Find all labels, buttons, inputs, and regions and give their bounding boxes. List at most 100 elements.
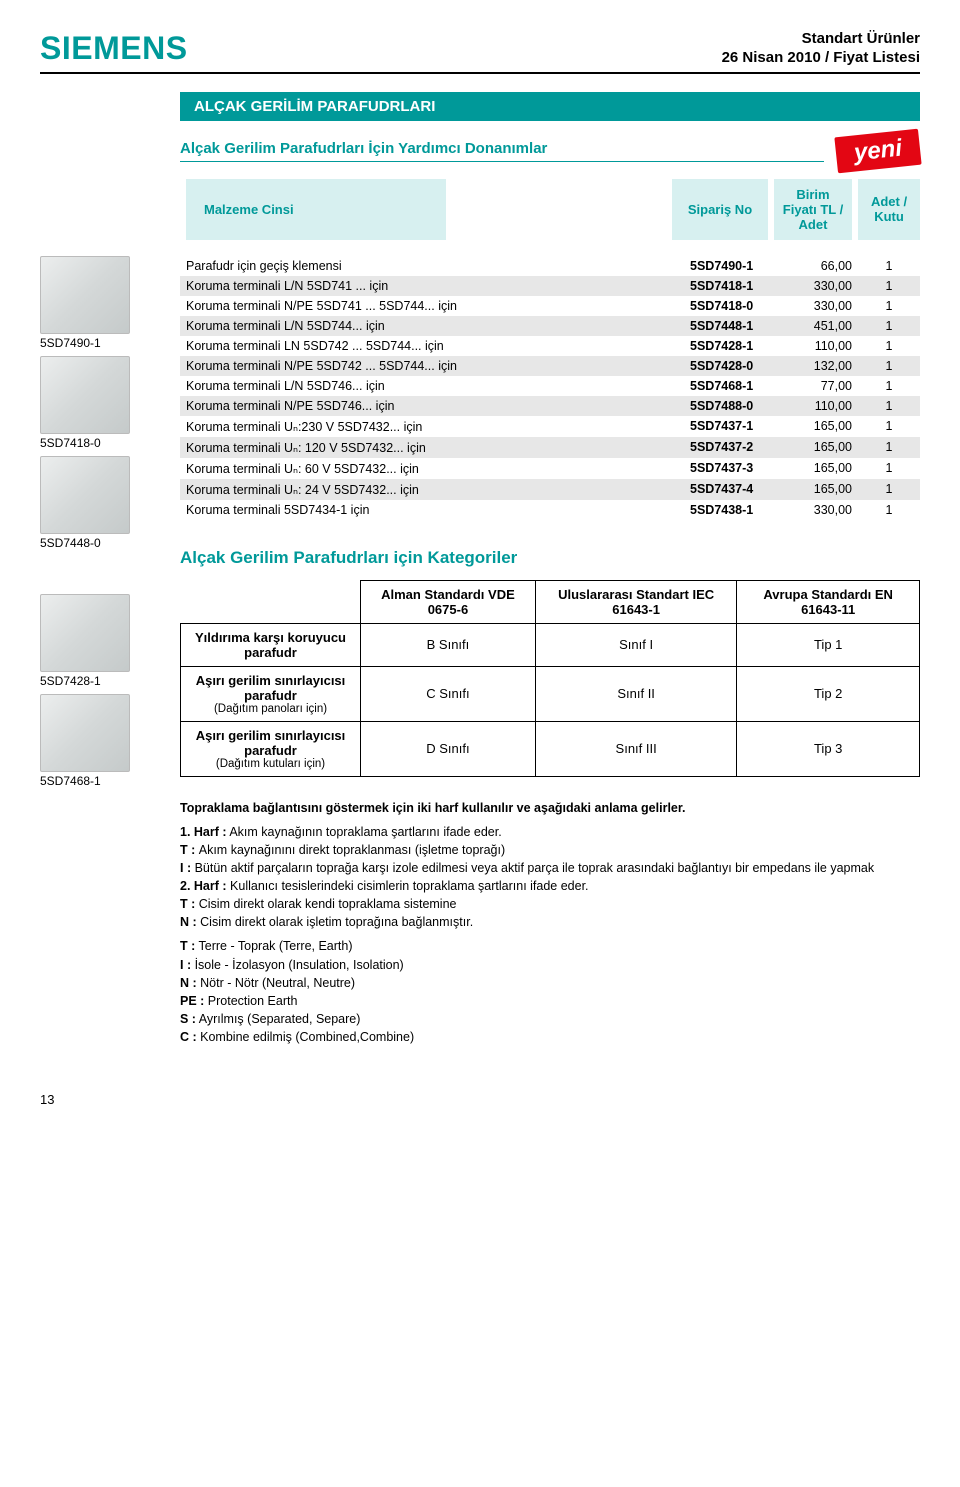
notes-2harf-text: Kullanıcı tesislerindeki cisimlerin topr… [230,879,589,893]
product-code-label: 5SD7428-1 [40,674,180,688]
cell-code: 5SD7488-0 [684,396,780,416]
product-thumb: 5SD7490-1 [40,256,180,350]
cell-price: 451,00 [780,316,858,336]
category-table: Alman Standardı VDE 0675-6Uluslararası S… [180,580,920,777]
col-desc: Malzeme Cinsi [186,179,446,240]
notes: Topraklama bağlantısını göstermek için i… [180,799,920,1047]
cell-desc: Koruma terminali Uₙ: 120 V 5SD7432... iç… [180,437,684,458]
cell-price: 165,00 [780,458,858,479]
product-image [40,356,130,434]
product-code-label: 5SD7468-1 [40,774,180,788]
table-row: Koruma terminali L/N 5SD744... için5SD74… [180,316,920,336]
cell-qty: 1 [858,256,920,276]
cat-row-header: Aşırı gerilim sınırlayıcısı parafudr(Dağ… [181,721,361,776]
price-table: Parafudr için geçiş klemensi5SD7490-166,… [180,256,920,520]
cat-header [181,580,361,623]
product-code-label: 5SD7448-0 [40,536,180,550]
cell-qty: 1 [858,336,920,356]
cat-row: Aşırı gerilim sınırlayıcısı parafudr(Dağ… [181,666,920,721]
cat-cell: Tip 1 [737,623,920,666]
cell-desc: Koruma terminali LN 5SD742 ... 5SD744...… [180,336,684,356]
cat-cell: D Sınıfı [361,721,536,776]
cell-price: 330,00 [780,500,858,520]
cell-qty: 1 [858,276,920,296]
cat-row: Aşırı gerilim sınırlayıcısı parafudr(Dağ… [181,721,920,776]
cell-qty: 1 [858,356,920,376]
cell-qty: 1 [858,416,920,437]
section-title: ALÇAK GERİLİM PARAFUDRLARI [180,92,920,121]
cat-cell: Tip 2 [737,666,920,721]
column-headers: Malzeme Cinsi Sipariş No Birim Fiyatı TL… [180,179,920,240]
cat-cell: C Sınıfı [361,666,536,721]
table-row: Koruma terminali L/N 5SD746... için5SD74… [180,376,920,396]
product-code-label: 5SD7490-1 [40,336,180,350]
col-qty: Adet / Kutu [858,179,920,240]
cat-header: Avrupa Standardı EN 61643-11 [737,580,920,623]
thumbnail-column: 5SD7490-1 5SD7418-0 5SD7448-0 5SD7428-1 5SD7… [40,256,180,1053]
cell-desc: Koruma terminali Uₙ: 24 V 5SD7432... içi… [180,479,684,500]
cell-desc: Parafudr için geçiş klemensi [180,256,684,276]
cell-code: 5SD7490-1 [684,256,780,276]
product-thumb: 5SD7468-1 [40,694,180,788]
table-row: Parafudr için geçiş klemensi5SD7490-166,… [180,256,920,276]
table-row: Koruma terminali Uₙ:230 V 5SD7432... içi… [180,416,920,437]
cat-cell: Sınıf III [535,721,736,776]
cat-row: Yıldırıma karşı koruyucu parafudrB Sınıf… [181,623,920,666]
cat-cell: Sınıf I [535,623,736,666]
cell-qty: 1 [858,500,920,520]
cat-cell: B Sınıfı [361,623,536,666]
cell-price: 77,00 [780,376,858,396]
cell-price: 110,00 [780,336,858,356]
table-row: Koruma terminali N/PE 5SD742 ... 5SD744.… [180,356,920,376]
table-row: Koruma terminali Uₙ: 60 V 5SD7432... içi… [180,458,920,479]
notes-intro: Topraklama bağlantısını göstermek için i… [180,799,920,817]
cell-desc: Koruma terminali L/N 5SD746... için [180,376,684,396]
cat-row-header: Yıldırıma karşı koruyucu parafudr [181,623,361,666]
col-price: Birim Fiyatı TL / Adet [774,179,852,240]
cat-header: Uluslararası Standart IEC 61643-1 [535,580,736,623]
header-line1: Standart Ürünler [722,30,920,49]
product-image [40,594,130,672]
cell-qty: 1 [858,316,920,336]
table-row: Koruma terminali L/N 5SD741 ... için5SD7… [180,276,920,296]
cell-qty: 1 [858,376,920,396]
cat-cell: Tip 3 [737,721,920,776]
cell-qty: 1 [858,396,920,416]
cell-qty: 1 [858,296,920,316]
cell-desc: Koruma terminali Uₙ:230 V 5SD7432... içi… [180,416,684,437]
cell-price: 66,00 [780,256,858,276]
cell-desc: Koruma terminali 5SD7434-1 için [180,500,684,520]
notes-t2: Cisim direkt olarak kendi topraklama sis… [199,897,457,911]
header-line2: 26 Nisan 2010 / Fiyat Listesi [722,49,920,68]
cell-code: 5SD7437-3 [684,458,780,479]
cell-code: 5SD7437-4 [684,479,780,500]
notes-i1: Bütün aktif parçaların toprağa karşı izo… [195,861,875,875]
cell-code: 5SD7428-1 [684,336,780,356]
cell-desc: Koruma terminali N/PE 5SD742 ... 5SD744.… [180,356,684,376]
cell-desc: Koruma terminali N/PE 5SD746... için [180,396,684,416]
table-row: Koruma terminali N/PE 5SD741 ... 5SD744.… [180,296,920,316]
cell-desc: Koruma terminali Uₙ: 60 V 5SD7432... içi… [180,458,684,479]
cell-code: 5SD7448-1 [684,316,780,336]
cell-price: 110,00 [780,396,858,416]
notes-t1: Akım kaynağınını direkt topraklanması (i… [199,843,505,857]
header-right: Standart Ürünler 26 Nisan 2010 / Fiyat L… [722,30,920,68]
cell-code: 5SD7468-1 [684,376,780,396]
cell-code: 5SD7418-1 [684,276,780,296]
notes-1harf-label: 1. Harf : [180,825,227,839]
cat-header: Alman Standardı VDE 0675-6 [361,580,536,623]
cell-price: 165,00 [780,479,858,500]
cell-price: 165,00 [780,416,858,437]
table-row: Koruma terminali 5SD7434-1 için5SD7438-1… [180,500,920,520]
table-row: Koruma terminali LN 5SD742 ... 5SD744...… [180,336,920,356]
product-thumb: 5SD7448-0 [40,456,180,550]
cell-qty: 1 [858,479,920,500]
product-image [40,694,130,772]
cell-desc: Koruma terminali L/N 5SD741 ... için [180,276,684,296]
brand-logo: SIEMENS [40,30,188,67]
product-code-label: 5SD7418-0 [40,436,180,450]
cell-code: 5SD7438-1 [684,500,780,520]
table-row: Koruma terminali Uₙ: 120 V 5SD7432... iç… [180,437,920,458]
cell-desc: Koruma terminali L/N 5SD744... için [180,316,684,336]
cell-desc: Koruma terminali N/PE 5SD741 ... 5SD744.… [180,296,684,316]
